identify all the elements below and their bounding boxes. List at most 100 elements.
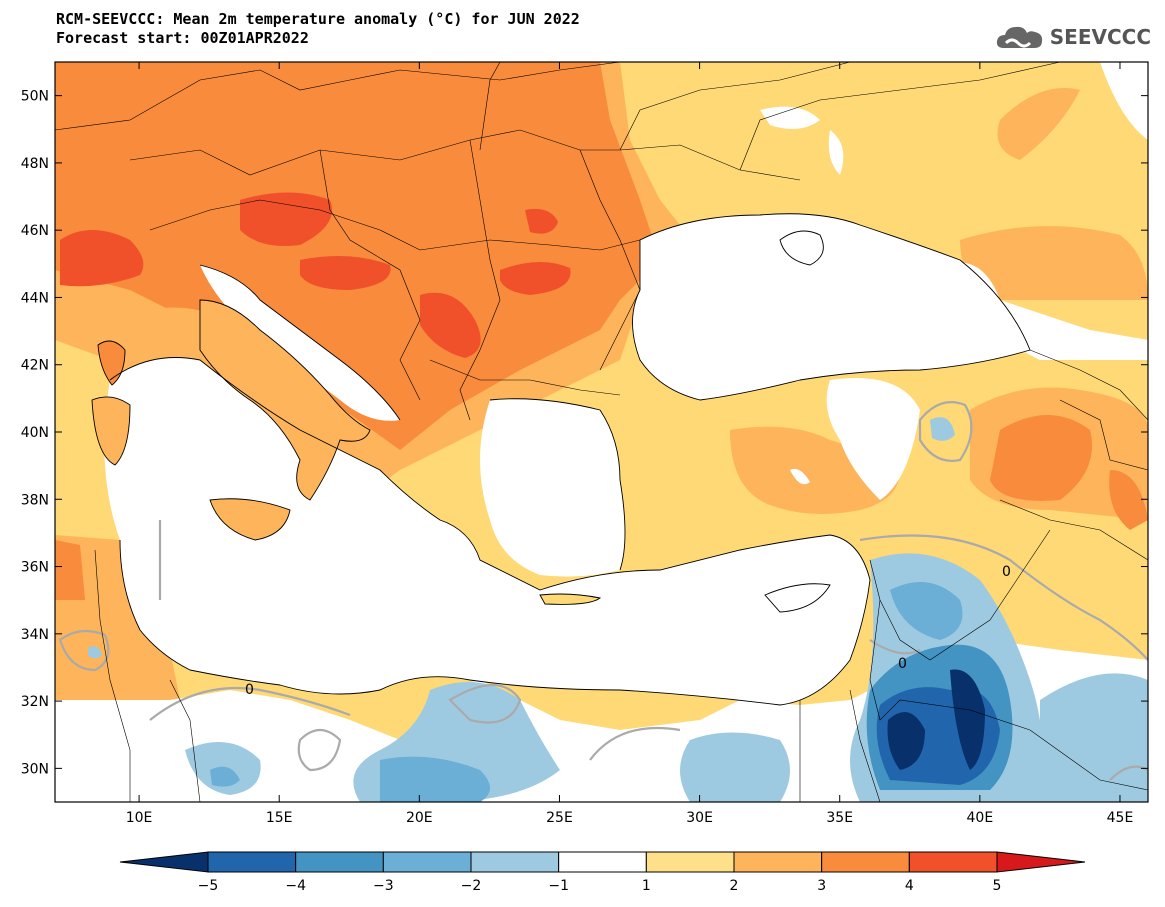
corsica-coast xyxy=(97,340,126,386)
anomaly-2-3-tunisia xyxy=(55,535,180,720)
colorbar-label: 5 xyxy=(993,878,1002,894)
seevccc-logo: SEEVCCC xyxy=(994,20,1151,54)
border xyxy=(479,62,501,151)
colorbar-segment xyxy=(908,851,998,873)
colorbar-label: 2 xyxy=(730,878,739,894)
border xyxy=(849,689,881,802)
cyprus-land xyxy=(765,583,830,612)
colorbar-label: −2 xyxy=(461,878,482,894)
zero-contour xyxy=(589,726,681,761)
border xyxy=(55,62,621,131)
lat-tick-label: 44N xyxy=(21,290,49,306)
lat-tick-label: 48N xyxy=(21,156,49,172)
zero-contour xyxy=(297,728,342,772)
title-line-2: Forecast start: 00Z01APR2022 xyxy=(56,29,309,47)
lon-tick-label: 40E xyxy=(967,810,994,826)
border xyxy=(869,529,1051,661)
anomaly-neg1-patch xyxy=(930,417,955,441)
sicily-coast xyxy=(209,498,291,541)
lon-tick-label: 25E xyxy=(546,810,573,826)
anomaly-2-3-russia xyxy=(997,88,1080,160)
anomaly-4-5-patch xyxy=(60,230,144,287)
map-title: RCM-SEEVCCC: Mean 2m temperature anomaly… xyxy=(56,10,580,48)
anomaly-neg1-arabia xyxy=(1040,673,1148,802)
colorbar-segment xyxy=(382,851,472,873)
aegean-coast xyxy=(489,398,626,571)
anomaly-3-4-east-turkey xyxy=(990,415,1092,501)
crete-coast xyxy=(539,593,602,605)
anomaly-neg2-patch xyxy=(210,766,240,787)
lon-tick-label: 20E xyxy=(406,810,433,826)
lat-tick-label: 38N xyxy=(21,492,49,508)
near-zero-anomaly xyxy=(760,106,820,129)
adriatic-sea xyxy=(200,265,400,421)
border xyxy=(319,149,421,401)
border xyxy=(149,199,641,251)
anomaly-3-4-algeria xyxy=(55,540,85,600)
lat-tick-label: 42N xyxy=(21,358,49,374)
near-zero-anomaly xyxy=(828,130,844,175)
contour-label: 0 xyxy=(245,682,254,698)
lon-tick-label: 10E xyxy=(126,810,153,826)
black-sea-coast xyxy=(632,213,1031,401)
aegean-sea xyxy=(480,398,625,577)
lat-tick-label: 32N xyxy=(21,694,49,710)
border xyxy=(94,549,131,802)
contour-label: 0 xyxy=(1002,564,1011,580)
border xyxy=(129,129,801,181)
zero-contour xyxy=(918,401,973,462)
sardinia-coast xyxy=(91,396,131,466)
colorbar-segment xyxy=(996,851,1086,873)
colorbar-segment xyxy=(207,851,297,873)
border xyxy=(579,149,641,371)
colorbar-label: 1 xyxy=(642,878,651,894)
lon-tick-label: 45E xyxy=(1107,810,1134,826)
adriatic-coast xyxy=(199,264,401,421)
crete-land xyxy=(540,594,600,605)
border xyxy=(869,599,1148,791)
border xyxy=(739,62,1061,171)
border xyxy=(429,359,621,396)
colorbar-segment xyxy=(470,851,560,873)
axis-labels: 10E 15E 20E 25E 30E 35E 40E 45E 30N 32N 34N 36N 38N 4… xyxy=(21,89,1134,826)
anomaly-neg1-patch xyxy=(88,646,102,659)
sardinia-land xyxy=(92,396,130,465)
lat-tick-label: 34N xyxy=(21,627,49,643)
contour-label: 0 xyxy=(898,656,907,672)
cyprus-coast xyxy=(764,583,831,613)
anomaly-4-5-patch xyxy=(300,256,391,290)
colorbar-segment xyxy=(821,851,910,873)
cloud-logo-icon xyxy=(996,26,1042,48)
anomaly-2-3-caucasus xyxy=(960,226,1148,300)
colorbar-label: 4 xyxy=(905,878,914,894)
colorbar-label: 3 xyxy=(817,878,826,894)
border xyxy=(619,62,851,151)
zero-contour xyxy=(149,686,351,721)
border xyxy=(169,679,201,802)
title-line-1: RCM-SEEVCCC: Mean 2m temperature anomaly… xyxy=(56,10,580,28)
lat-tick-label: 50N xyxy=(21,89,49,105)
anomaly-4-5-patch xyxy=(240,192,332,246)
colorbar-label: −4 xyxy=(285,878,306,894)
near-zero-anomaly xyxy=(790,468,810,485)
anomaly-neg2-patch xyxy=(890,582,963,640)
colorbar-label: −3 xyxy=(373,878,394,894)
lat-tick-label: 30N xyxy=(21,761,49,777)
mediterranean-coast xyxy=(109,357,871,706)
colorbar-label: −1 xyxy=(548,878,569,894)
anomaly-3-4-europe xyxy=(55,62,660,450)
anomaly-neg5-saudi xyxy=(950,669,985,770)
map-panel: 0 0 0 xyxy=(55,62,1148,802)
lat-tick-label: 36N xyxy=(21,560,49,576)
border xyxy=(1029,349,1148,421)
black-sea xyxy=(632,213,1030,400)
colorbar-segment xyxy=(558,851,647,873)
italy-land xyxy=(200,300,370,500)
sicily-land xyxy=(210,498,290,540)
anomaly-neg1-egypt xyxy=(680,732,790,802)
lat-tick-label: 40N xyxy=(21,425,49,441)
zero-contours xyxy=(58,401,1148,781)
axis-ticks xyxy=(55,62,1148,802)
coastlines xyxy=(91,213,1031,706)
